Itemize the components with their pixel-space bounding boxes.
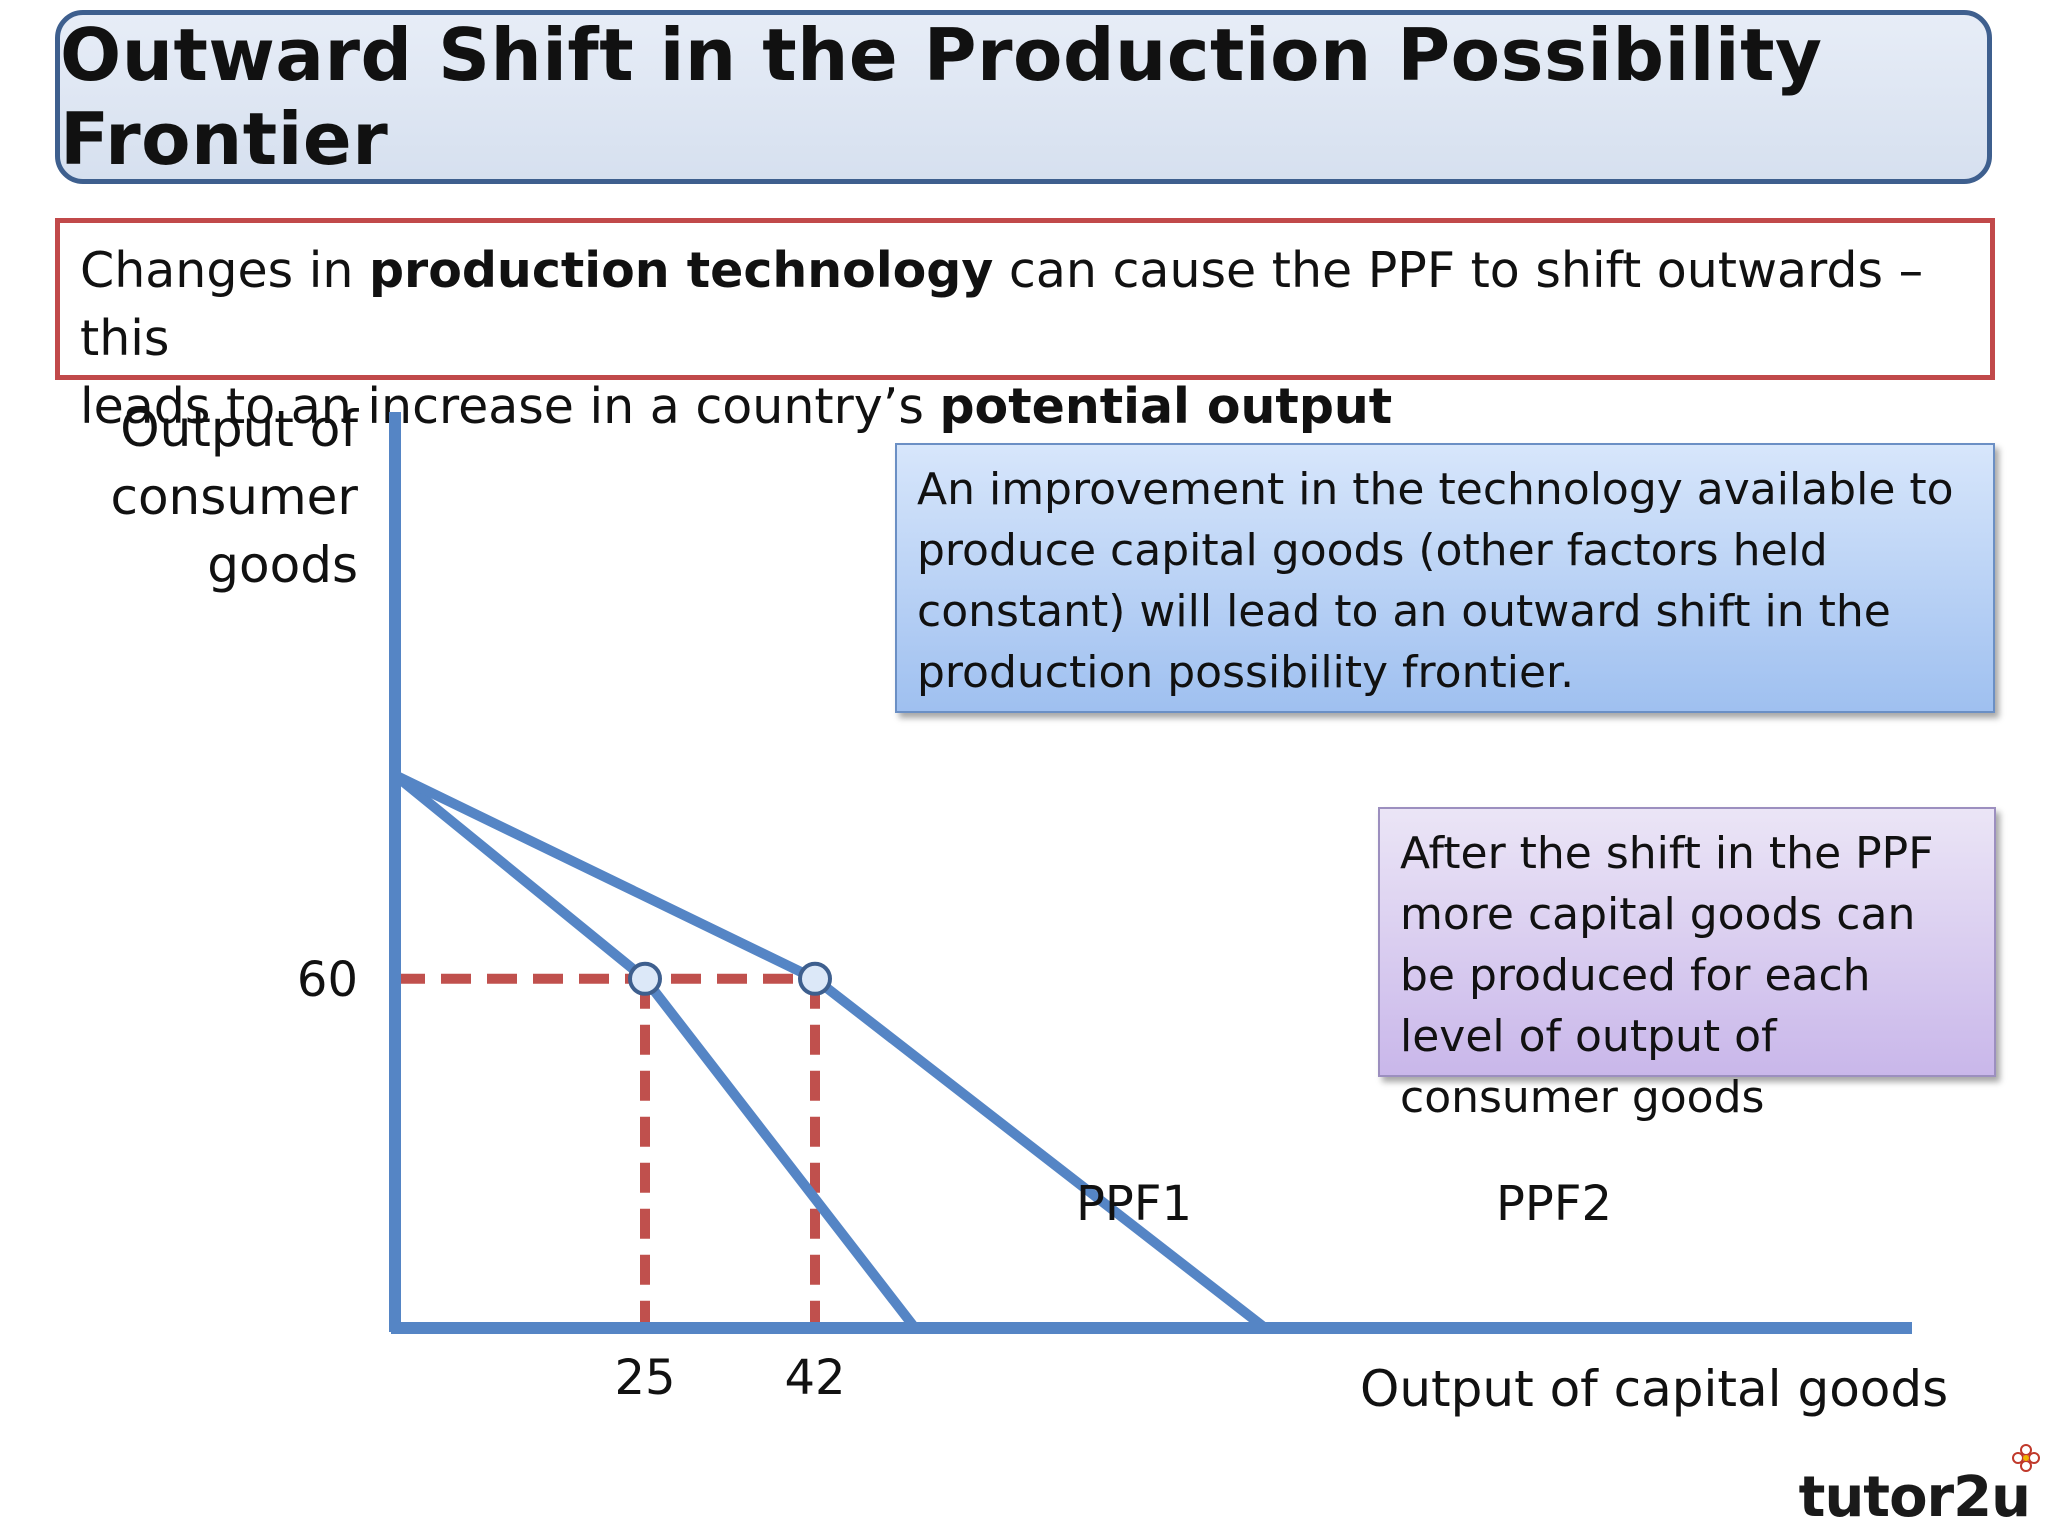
ppf-line-ppf2 (390, 770, 1270, 1333)
title-banner: Outward Shift in the Production Possibil… (55, 10, 1992, 184)
tutor2u-logo: tutor2u (1798, 1465, 2031, 1530)
flower-icon (2012, 1444, 2040, 1472)
intro-text-3: leads to an increase in a country’s (80, 378, 940, 435)
intro-box: Changes in production technology can cau… (55, 218, 1995, 435)
intro-bold-2: potential output (939, 378, 1393, 435)
intro-line-1: Changes in production technology can cau… (80, 237, 1990, 373)
intro-text-1: Changes in (80, 242, 369, 299)
intro-bold-1: production technology (368, 242, 994, 299)
series-label-ppf1: PPF1 (1076, 1176, 1192, 1232)
ppf-line-ppf1 (390, 770, 920, 1333)
technology-note: An improvement in the technology availab… (895, 443, 1995, 713)
x-tick-label-25: 25 (614, 1350, 675, 1406)
intersection-marker-2 (798, 961, 832, 996)
x-axis-label: Output of capital goods (1360, 1360, 1949, 1418)
y-tick-label-60: 60 (297, 952, 358, 1008)
y-axis-label: Output of consumer goods (110, 400, 358, 594)
intro-text-2: can cause the PPF to shift outwards – th… (80, 242, 1924, 367)
series-label-ppf2: PPF2 (1496, 1176, 1612, 1232)
x-tick-label-42: 42 (784, 1350, 845, 1406)
intersection-marker-1 (628, 961, 662, 996)
intro-line-2: leads to an increase in a country’s pote… (80, 373, 1990, 441)
page-title: Outward Shift in the Production Possibil… (60, 13, 1823, 181)
shift-note: After the shift in the PPF more capital … (1378, 807, 1996, 1123)
